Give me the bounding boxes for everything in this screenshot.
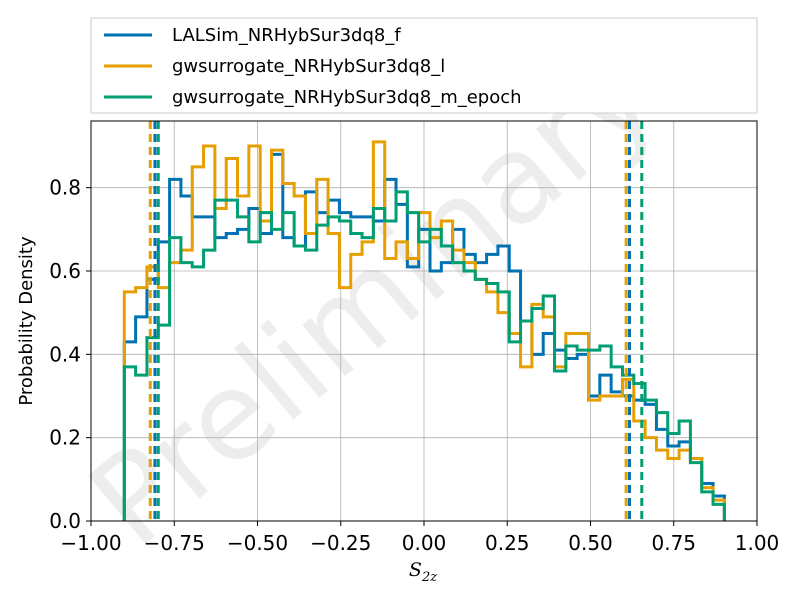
x-tick-label: −0.75 xyxy=(144,531,205,555)
y-axis-label: Probability Density xyxy=(16,236,37,406)
x-tick-label: 0.25 xyxy=(485,531,530,555)
legend-label-1: LALSim_NRHybSur3dq8_f xyxy=(172,25,401,46)
x-tick-label: −1.00 xyxy=(60,531,121,555)
legend-label-3: gwsurrogate_NRHybSur3dq8_m_epoch xyxy=(172,87,522,108)
x-axis-label: S2z xyxy=(409,559,437,585)
y-tick-label: 0.4 xyxy=(49,342,81,366)
legend: LALSim_NRHybSur3dq8_f gwsurrogate_NRHybSu… xyxy=(90,17,758,114)
x-tick-label: 0.75 xyxy=(651,531,696,555)
y-tick-label: 0.8 xyxy=(49,176,81,200)
y-tick-label: 0.2 xyxy=(49,426,81,450)
x-tick-label: 1.00 xyxy=(735,531,780,555)
legend-box xyxy=(90,17,758,114)
x-axis-label-main: S xyxy=(409,559,422,581)
x-axis-label-subscript: 2z xyxy=(421,570,437,585)
y-tick-label: 0.0 xyxy=(49,509,81,533)
x-tick-label: −0.50 xyxy=(227,531,288,555)
x-tick-label: 0.00 xyxy=(402,531,447,555)
legend-label-2: gwsurrogate_NRHybSur3dq8_l xyxy=(172,56,445,77)
x-tick-label: −0.25 xyxy=(310,531,371,555)
x-tick-label: 0.50 xyxy=(568,531,613,555)
y-tick-label: 0.6 xyxy=(49,259,81,283)
